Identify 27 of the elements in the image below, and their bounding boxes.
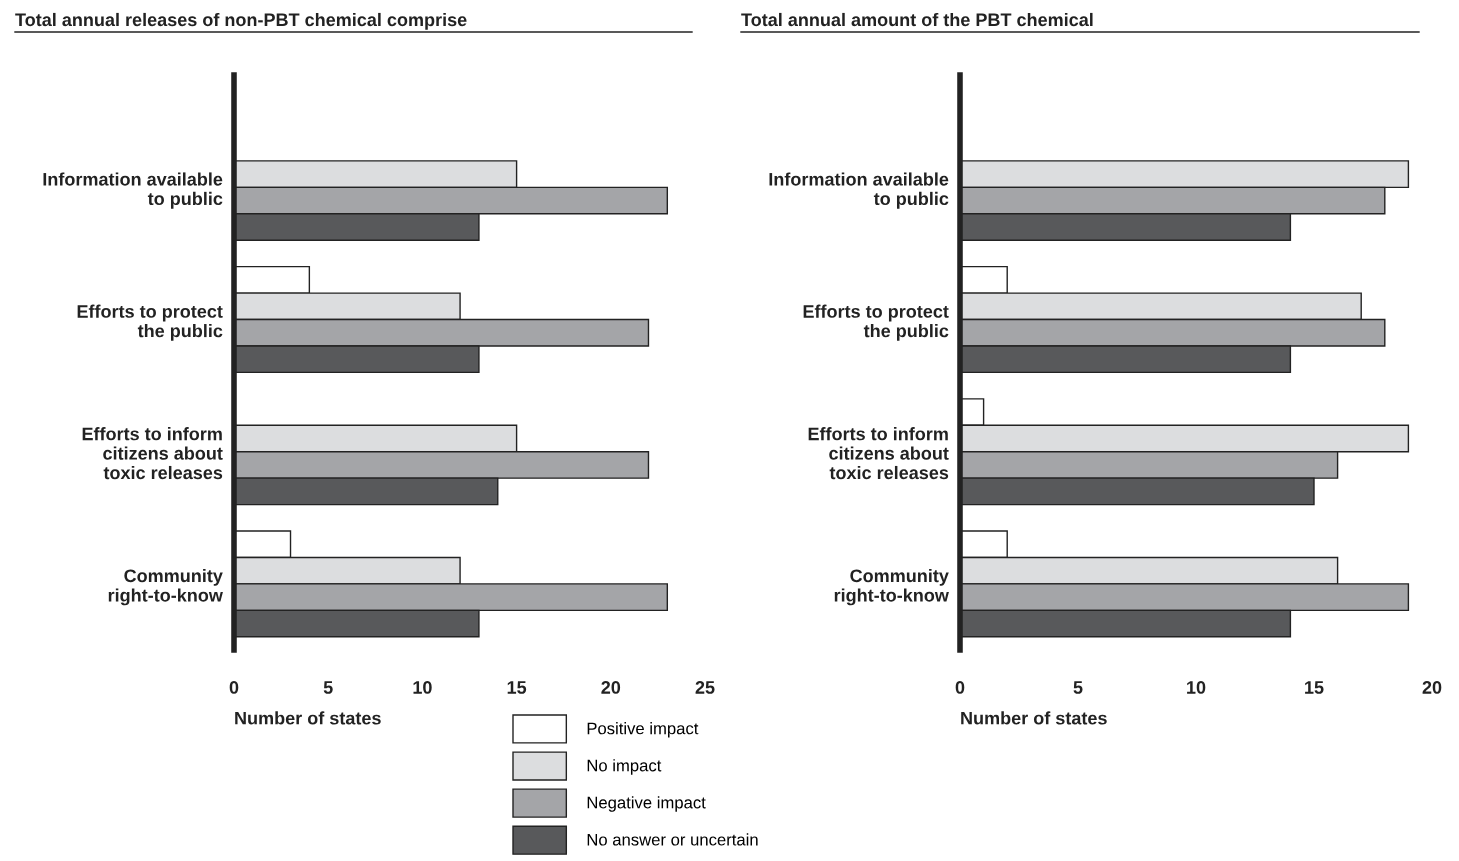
y-tick-label: Information available to public [43,172,223,209]
x-tick-label: 5 [1073,681,1083,694]
x-tick-label: 15 [1305,681,1324,694]
x-tick-label: 10 [1187,681,1206,694]
y-tick-label: Efforts to protect the public [77,304,223,341]
chart-title: Total annual releases of non-PBT chemical comprise [15,12,467,30]
y-tick-label: Information available to public [769,172,949,209]
x-tick-label: 0 [229,681,239,694]
x-tick-label: 20 [1422,681,1442,694]
x-tick-label: 5 [323,681,333,694]
legend-label: No answer or uncertain [587,833,758,846]
x-tick-label: 25 [695,681,715,694]
y-tick-label: Community right-to-know [108,568,223,606]
legend-label: Negative impact [587,796,706,812]
legend-label: Positive impact [587,722,699,738]
x-tick-label: 0 [955,681,965,694]
chart-title: Total annual amount of the PBT chemical [741,12,1093,27]
legend-label: No impact [587,759,662,775]
x-axis-title: Number of states [961,711,1107,725]
y-tick-label: Efforts to inform citizens about toxic releases [808,427,949,480]
x-tick-label: 20 [601,681,621,694]
x-axis-title: Number of states [235,711,381,725]
x-tick-label: 15 [507,681,527,694]
y-tick-label: Efforts to protect the public [803,304,949,341]
y-tick-label: Efforts to inform citizens about toxic releases [82,427,223,480]
y-tick-label: Community right-to-know [834,568,949,606]
x-tick-label: 10 [413,681,432,694]
